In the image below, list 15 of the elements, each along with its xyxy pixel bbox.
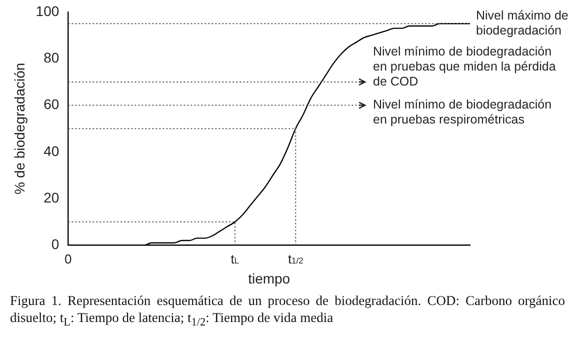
- y-tick-label: 80: [44, 50, 60, 66]
- ref-line-label: Nivel mínimo de biodegradación en pruebas que miden la pérdida de COD: [373, 44, 556, 88]
- y-tick-label: 20: [44, 189, 60, 206]
- ref-line-label: Nivel máximo de biodegradación: [476, 8, 568, 38]
- ref-line-label: Nivel mínimo de biodegradación en pruebas respirométricas: [373, 98, 552, 127]
- y-axis-title: % de biodegradación: [11, 62, 28, 194]
- y-tick-label: 0: [51, 236, 60, 252]
- text: Figura 1. Representación esquemática de un proceso de biodegradación. COD: Carbono orgánico disuelto; t$_{L}$: Tiempo de latencia; t$_{1/2}$: Tiempo de vida media: [10, 292, 565, 331]
- x-axis-title: tiempo: [248, 270, 290, 286]
- x-tick-label: t1/2: [288, 251, 304, 266]
- x-tick-label: tL: [230, 251, 240, 266]
- x-tick-label: 0: [64, 251, 72, 266]
- y-tick-label: 100: [36, 2, 60, 19]
- y-tick-label: 40: [44, 142, 60, 159]
- y-tick-label: 60: [44, 96, 60, 112]
